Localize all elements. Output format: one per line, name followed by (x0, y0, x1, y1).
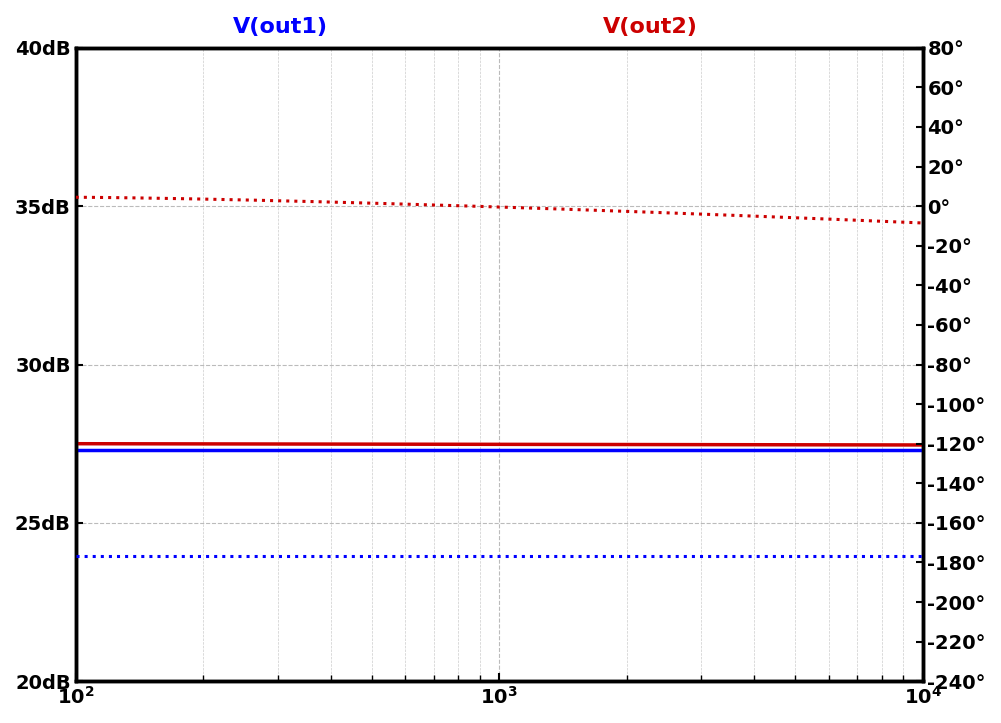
Text: V(out1): V(out1) (233, 17, 327, 37)
Text: V(out2): V(out2) (604, 17, 698, 37)
